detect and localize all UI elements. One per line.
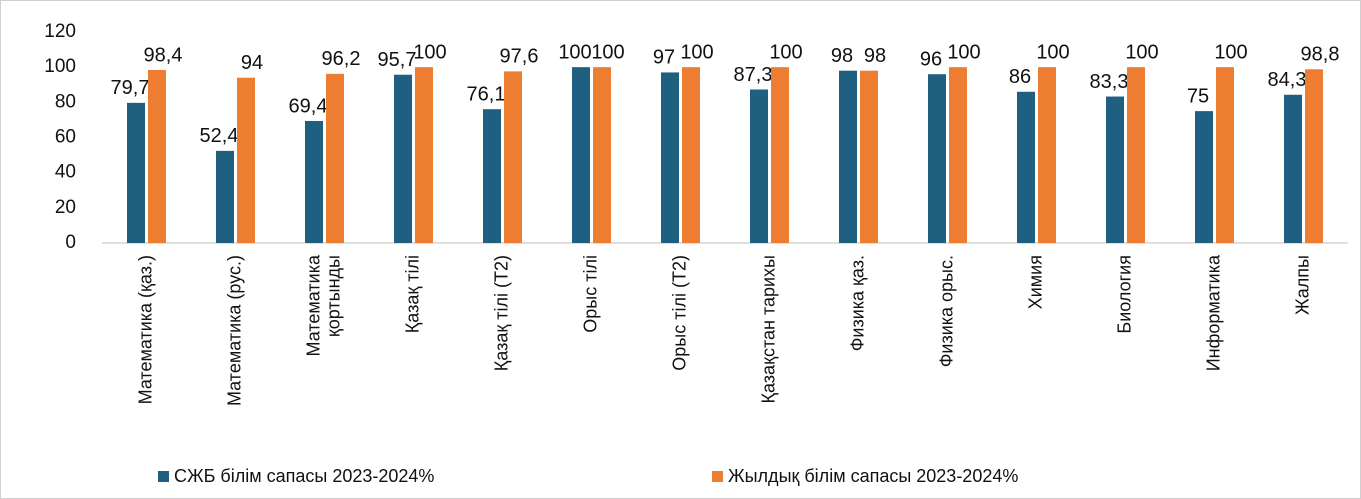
x-tick-label: Физика қаз. (847, 255, 867, 351)
value-label: 97,6 (500, 46, 539, 68)
value-label: 100 (1036, 41, 1069, 63)
bar (771, 67, 789, 244)
value-label: 94 (241, 52, 263, 74)
x-tick-label: Математикақортынды (303, 254, 343, 356)
value-label: 98,4 (144, 44, 183, 66)
bar (1127, 67, 1145, 244)
value-label: 100 (769, 41, 802, 63)
value-label: 97 (653, 47, 675, 69)
legend-swatch (158, 471, 169, 482)
bar (504, 71, 522, 244)
x-tick-label: Орыс тілі (Т2) (669, 255, 689, 371)
bar (682, 67, 700, 244)
value-label: 96,2 (322, 48, 361, 70)
bar (1284, 94, 1302, 244)
bar (127, 102, 145, 243)
y-tick-label: 80 (55, 91, 76, 112)
value-label: 76,1 (467, 83, 506, 105)
value-label: 87,3 (734, 64, 773, 86)
x-tick-label: Жалпы (1292, 255, 1312, 315)
x-tick-label: Қазақ тілі (Т2) (491, 255, 511, 371)
bar (860, 70, 878, 243)
value-label: 100 (1125, 41, 1158, 63)
value-label: 100 (947, 41, 980, 63)
bar (415, 67, 433, 244)
value-label: 95,7 (378, 49, 417, 71)
bar (326, 73, 344, 244)
value-label: 86 (1009, 66, 1031, 88)
bar (572, 67, 590, 244)
legend-label: СЖБ білім сапасы 2023-2024% (174, 466, 434, 486)
value-label: 100 (558, 41, 591, 63)
y-tick-label: 100 (44, 56, 76, 77)
value-label: 100 (1214, 41, 1247, 63)
value-label: 84,3 (1268, 69, 1307, 91)
y-tick-label: 120 (44, 21, 76, 42)
value-label: 100 (413, 41, 446, 63)
bar (1305, 69, 1323, 243)
x-tick-label: Қазақ тілі (402, 255, 422, 333)
value-label: 98 (864, 45, 886, 67)
x-tick-label: Химия (1025, 255, 1045, 309)
value-label: 75 (1187, 85, 1209, 107)
x-tick-label: Орыс тілі (580, 255, 600, 333)
value-label: 100 (591, 41, 624, 63)
legend-label: Жылдық білім сапасы 2023-2024% (728, 466, 1018, 486)
value-label: 100 (680, 41, 713, 63)
bar (949, 67, 967, 244)
bar (750, 89, 768, 243)
legend-swatch (712, 471, 723, 482)
bar (661, 72, 679, 243)
bar (1195, 111, 1213, 243)
value-label: 69,4 (289, 95, 328, 117)
value-label: 96 (920, 48, 942, 70)
bar (237, 77, 255, 243)
value-label: 98 (831, 45, 853, 67)
x-tick-label: Қазақстан тарихы (758, 255, 778, 403)
bar (1038, 67, 1056, 244)
value-label: 83,3 (1090, 71, 1129, 93)
bar (394, 74, 412, 243)
bar (1106, 96, 1124, 244)
x-tick-label: Информатика (1203, 254, 1223, 371)
y-tick-label: 40 (55, 162, 76, 183)
value-label: 52,4 (200, 125, 239, 147)
bar (305, 120, 323, 243)
y-tick-label: 20 (55, 197, 76, 218)
x-tick-label: Биология (1114, 255, 1134, 334)
x-tick-label: Физика орыс. (936, 255, 956, 367)
value-label: 79,7 (111, 77, 150, 99)
value-label: 98,8 (1301, 44, 1340, 66)
bar (593, 67, 611, 244)
bar (839, 70, 857, 243)
y-tick-label: 0 (65, 232, 76, 253)
bar (216, 150, 234, 243)
bar (1017, 91, 1035, 244)
y-tick-label: 60 (55, 127, 76, 148)
bar (1216, 67, 1234, 244)
bar (928, 74, 946, 243)
x-tick-label: Математика (рус.) (224, 255, 244, 406)
bar (148, 69, 166, 243)
bar (483, 109, 501, 244)
x-tick-label: Математика (қаз.) (135, 255, 155, 404)
